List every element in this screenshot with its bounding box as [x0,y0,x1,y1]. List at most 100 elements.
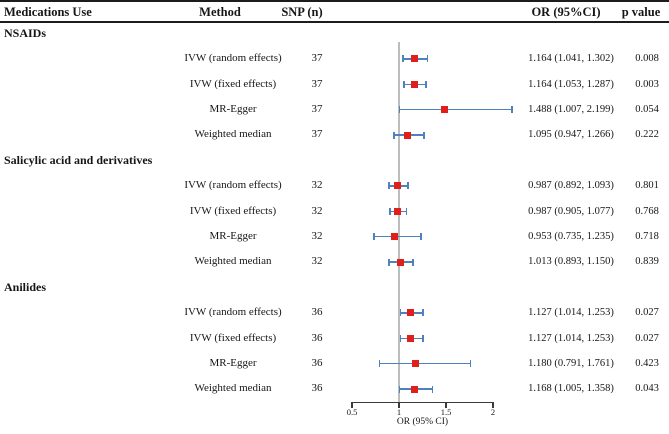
or-marker [396,258,404,266]
x-axis-tick [398,401,400,408]
snp-count: 36 [311,331,323,344]
ci-cap-left [399,334,402,342]
table-row: MR-Egger 36 1.180 (0.791, 1.761) 0.423 [0,351,669,376]
or-marker [404,131,412,139]
top-rule [0,0,669,2]
method-label: MR-Egger [209,357,257,369]
ci-cap-left [378,360,381,368]
or-ci-value: 1.127 (1.014, 1.253) [528,332,614,344]
method-label: IVW (random effects) [184,52,282,65]
table-row: IVW (fixed effects) 32 0.987 (0.905, 1.077… [0,199,669,224]
ci-cap-right [425,80,427,88]
x-axis-tick-label: 0.5 [346,407,358,417]
method-label: IVW (fixed effects) [189,331,277,344]
or-ci-value: 1.180 (0.791, 1.761) [528,358,614,369]
snp-count: 36 [311,382,323,395]
ci-cap-right [426,55,429,63]
header-method: Method [199,5,241,19]
ci-cap-left [399,309,402,317]
ci-cap-right [407,182,409,190]
x-axis-tick-label: 1 [396,407,402,417]
snp-count: 32 [311,204,323,217]
method-label: IVW (fixed effects) [189,77,277,90]
or-ci-value: 1.488 (1.007, 2.199) [528,104,614,115]
x-axis-line [352,401,493,403]
header-or: OR (95%CI) [531,5,601,19]
ci-cap-right [431,385,434,393]
snp-count: 36 [311,306,323,319]
or-marker [441,106,449,114]
p-value: 0.839 [635,256,659,268]
x-axis-tick-label: 2 [490,407,496,417]
x-axis-title: OR (95% CI) [396,417,449,427]
ci-cap-right [469,360,472,368]
x-axis-tick [351,401,353,408]
table-row: Weighted median 36 1.168 (1.005, 1.358) 0.0… [0,376,669,401]
ci-cap-right [511,106,513,114]
snp-count: 32 [311,179,323,192]
table-row: IVW (fixed effects) 36 1.127 (1.014, 1.253… [0,326,669,351]
header-p-value: p value [621,5,661,19]
method-label: IVW (fixed effects) [189,204,277,217]
p-value: 0.718 [635,231,659,242]
table-row: IVW (random effects) 32 0.987 (0.892, 1.09… [0,173,669,198]
or-ci-value: 1.164 (1.053, 1.287) [528,78,614,90]
or-ci-value: 1.095 (0.947, 1.266) [528,129,614,141]
header-snp: SNP (n) [281,5,323,19]
method-label: MR-Egger [209,230,257,242]
table-row: MR-Egger 37 1.488 (1.007, 2.199) 0.054 [0,97,669,122]
group-row: Anilides [0,275,669,300]
or-ci-value: 0.987 (0.905, 1.077) [528,205,614,217]
or-ci-value: 1.164 (1.041, 1.302) [528,53,614,65]
table-row: MR-Egger 32 0.953 (0.735, 1.235) 0.718 [0,224,669,249]
p-value: 0.027 [635,307,659,319]
ci-cap-right [422,334,424,342]
or-ci-value: 1.168 (1.005, 1.358) [528,383,614,395]
reference-line [398,42,400,402]
table-row: Weighted median 32 1.013 (0.893, 1.150) 0.8… [0,249,669,274]
method-label: Weighted median [194,128,272,141]
or-ci-value: 0.987 (0.892, 1.093) [528,180,614,192]
table-row: Weighted median 37 1.095 (0.947, 1.266) 0.2… [0,122,669,147]
snp-count: 37 [311,128,323,141]
table-row: IVW (random effects) 36 1.127 (1.014, 1.25… [0,300,669,325]
x-axis-tick [492,401,494,408]
ci-line [399,108,512,111]
p-value: 0.801 [635,180,659,192]
group-row: Salicylic acid and derivatives [0,148,669,173]
p-value: 0.054 [635,104,659,115]
table-row: IVW (fixed effects) 37 1.164 (1.053, 1.287… [0,72,669,97]
or-marker [394,182,402,190]
p-value: 0.423 [635,358,659,369]
method-label: Weighted median [194,382,272,395]
or-ci-value: 1.013 (0.893, 1.150) [528,256,614,268]
snp-count: 37 [311,77,323,90]
ci-cap-left [389,207,391,215]
group-row: NSAIDs [0,21,669,46]
p-value: 0.768 [635,205,659,217]
snp-count: 36 [311,357,323,369]
or-ci-value: 1.127 (1.014, 1.253) [528,307,614,319]
ci-cap-left [388,258,390,266]
ci-cap-left [373,233,375,241]
group-label: Salicylic acid and derivatives [4,152,153,167]
x-axis-tick [445,401,447,408]
table-row: IVW (random effects) 37 1.164 (1.041, 1.30… [0,46,669,71]
or-marker [394,207,402,215]
p-value: 0.222 [635,129,659,141]
or-marker [410,55,418,63]
group-label: Anilides [4,279,47,294]
or-marker [391,233,399,241]
or-marker [411,385,419,393]
ci-cap-right [423,131,425,139]
snp-count: 32 [311,230,323,242]
or-ci-value: 0.953 (0.735, 1.235) [528,231,614,242]
or-marker [412,360,420,368]
x-axis-tick-label: 1.5 [440,407,452,417]
p-value: 0.027 [635,332,659,344]
or-marker [407,309,415,317]
ci-cap-left [403,80,405,88]
p-value: 0.008 [635,53,659,65]
header-rule [0,21,669,23]
